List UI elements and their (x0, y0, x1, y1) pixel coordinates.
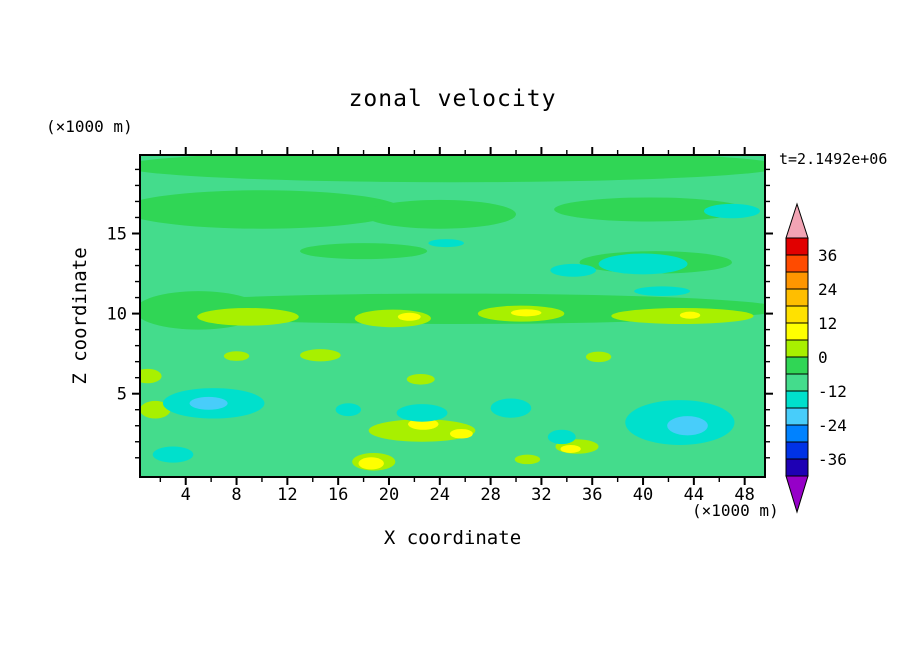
contour-patch (358, 457, 384, 470)
contour-patch (547, 429, 576, 445)
colorbar-segment (785, 373, 809, 392)
colorbar-segment (785, 390, 809, 409)
colorbar-tick-label: 0 (818, 348, 828, 367)
contour-patch (510, 309, 542, 317)
contour-patch (300, 243, 428, 260)
contour-patch (585, 351, 612, 363)
contour-patch (598, 253, 688, 275)
contour-patch (514, 454, 541, 465)
contour-patch (335, 403, 362, 417)
colorbar-segment (785, 237, 809, 256)
colorbar-over-arrow (785, 202, 809, 239)
contour-patch (634, 286, 691, 296)
colorbar-segment (785, 424, 809, 443)
contour-field (140, 155, 765, 477)
z-tick-label: 5 (117, 385, 127, 405)
x-tick-label: 8 (231, 485, 241, 505)
contour-patch (140, 368, 162, 384)
x-tick-label: 4 (181, 485, 191, 505)
chart-title: zonal velocity (348, 86, 557, 112)
contour-patch (368, 419, 476, 442)
colorbar-segment (785, 458, 809, 477)
contour-patch (560, 444, 581, 453)
contour-patch (152, 446, 194, 463)
x-tick-label: 48 (734, 485, 754, 505)
colorbar-tick-label: -24 (818, 416, 847, 435)
colorbar-segment (785, 339, 809, 358)
colorbar-segment (785, 356, 809, 375)
x-tick-label: 16 (328, 485, 348, 505)
colorbar-segment (785, 271, 809, 290)
contour-patch (554, 197, 745, 222)
colorbar-tick-label: 24 (818, 280, 837, 299)
contour-patch (428, 239, 464, 248)
contour-patch (704, 203, 760, 219)
x-axis-unit-label: (×1000 m) (692, 501, 779, 520)
colorbar-segment (785, 305, 809, 324)
z-tick-label: 10 (107, 305, 127, 325)
contour-patch (140, 400, 171, 419)
colorbar-segment (785, 407, 809, 426)
contour-patch (397, 312, 421, 321)
y-axis-title: Z coordinate (69, 247, 91, 385)
contour-patch (140, 155, 765, 183)
contour-patch (396, 404, 448, 422)
time-label: t=2.1492e+06 (779, 150, 888, 168)
x-axis-title: X coordinate (383, 527, 522, 549)
contour-patch (667, 416, 708, 436)
z-tick-label: 15 (107, 224, 127, 244)
colorbar-under-arrow (785, 475, 809, 514)
contour-patch (197, 307, 299, 326)
x-tick-label: 36 (582, 485, 602, 505)
contour-patch (406, 373, 435, 385)
colorbar-tick-label: -12 (818, 382, 847, 401)
x-tick-label: 32 (531, 485, 551, 505)
colorbar-segment (785, 322, 809, 341)
contour-patch (300, 349, 341, 362)
contour-patch (550, 263, 597, 277)
colorbar-tick-label: 12 (818, 314, 837, 333)
colorbar-segment (785, 441, 809, 460)
contour-patch (140, 190, 402, 229)
x-tick-label: 44 (684, 485, 704, 505)
plot-frame (139, 154, 766, 478)
contour-patch (679, 311, 701, 319)
x-tick-label: 24 (430, 485, 450, 505)
x-tick-label: 12 (277, 485, 297, 505)
contour-patch (490, 398, 532, 418)
x-tick-label: 28 (480, 485, 500, 505)
colorbar-segment (785, 254, 809, 273)
contour-patch (363, 199, 517, 229)
colorbar: 36 24 12 0 -12 -24 -36 (785, 202, 847, 514)
contour-patch (189, 396, 228, 410)
x-tick-label: 20 (379, 485, 399, 505)
colorbar-tick-label: 36 (818, 246, 837, 265)
colorbar-tick-label: -36 (818, 450, 847, 469)
z-axis-unit-label: (×1000 m) (46, 117, 133, 136)
x-tick-label: 40 (633, 485, 653, 505)
colorbar-segment (785, 288, 809, 307)
contour-patch (449, 428, 473, 439)
contour-patch (223, 351, 250, 361)
